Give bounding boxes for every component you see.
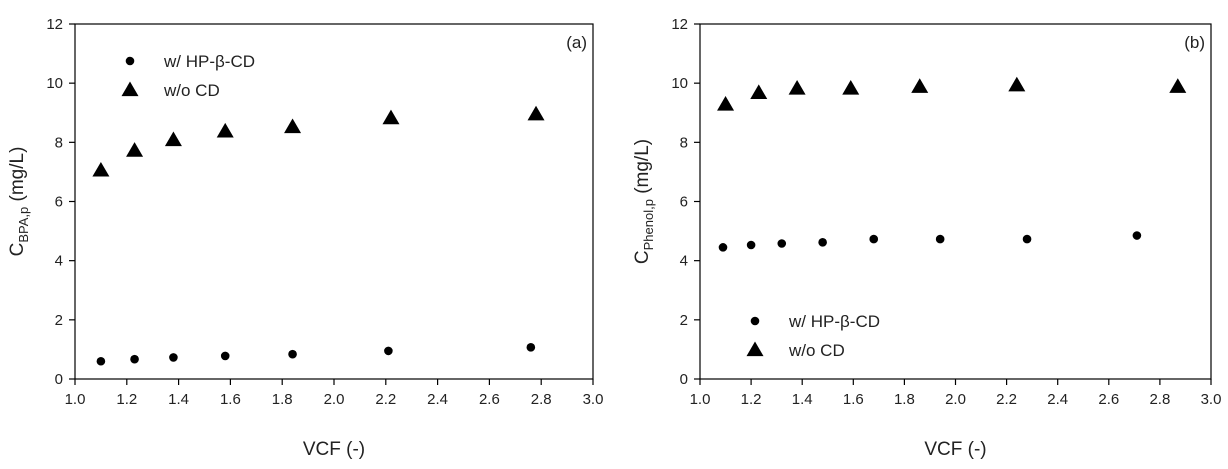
y-tick-label: 2 xyxy=(55,312,63,329)
y-axis-title: CBPA,p (mg/L) xyxy=(7,147,31,257)
series-without-cd xyxy=(92,105,545,177)
x-tick-label: 1.8 xyxy=(272,391,293,408)
legend-marker-circle xyxy=(750,316,760,326)
x-tick-label: 2.6 xyxy=(479,391,500,408)
data-point xyxy=(164,131,182,147)
y-tick-label: 0 xyxy=(680,371,688,388)
data-point xyxy=(746,240,756,250)
data-point xyxy=(1169,78,1187,93)
y-tick-label: 6 xyxy=(680,194,688,211)
y-tick-label: 10 xyxy=(46,75,63,92)
y-tick-label: 2 xyxy=(680,312,688,329)
series-with-cd xyxy=(718,231,1142,252)
data-point xyxy=(284,118,302,134)
y-tick-label: 12 xyxy=(46,16,63,33)
legend-marker-circle xyxy=(125,56,135,66)
x-tick-label: 2.6 xyxy=(1098,391,1119,408)
x-tick-label: 2.0 xyxy=(324,391,345,408)
legend-label: w/o CD xyxy=(163,81,220,100)
x-tick-label: 1.0 xyxy=(690,391,711,408)
data-point xyxy=(718,243,728,252)
data-point xyxy=(130,354,139,364)
x-tick-label: 1.0 xyxy=(65,391,86,408)
legend-marker-triangle xyxy=(746,341,764,357)
data-point xyxy=(750,84,768,100)
y-tick-label: 4 xyxy=(680,253,688,270)
x-tick-label: 2.4 xyxy=(1047,391,1068,408)
x-tick-label: 2.2 xyxy=(375,391,396,408)
data-point xyxy=(216,122,234,138)
x-axis-title: VCF (-) xyxy=(303,439,365,460)
data-point xyxy=(818,238,827,247)
data-point xyxy=(382,109,400,125)
data-point xyxy=(717,95,735,111)
x-tick-label: 2.2 xyxy=(996,391,1017,408)
x-tick-label: 1.6 xyxy=(220,391,241,408)
data-point xyxy=(288,349,297,359)
data-point xyxy=(788,79,806,95)
plot-frame xyxy=(74,23,594,380)
y-tick-label: 8 xyxy=(55,134,63,151)
data-point xyxy=(384,346,393,356)
y-tick-label: 12 xyxy=(671,16,688,33)
legend-label: w/ HP-β-CD xyxy=(788,312,880,331)
data-point xyxy=(869,234,879,244)
x-tick-label: 1.2 xyxy=(741,391,762,408)
x-tick-label: 2.4 xyxy=(427,391,448,408)
y-tick-label: 10 xyxy=(671,75,688,92)
x-tick-label: 1.8 xyxy=(894,391,915,408)
legend: w/ HP-β-CD w/o CD xyxy=(121,52,255,100)
y-axis-title: CPhenol,p (mg/L) xyxy=(632,139,656,264)
x-tick-label: 2.8 xyxy=(531,391,552,408)
x-axis-title: VCF (-) xyxy=(924,439,986,460)
data-point xyxy=(1132,231,1142,240)
data-point xyxy=(1008,76,1026,92)
data-point xyxy=(935,234,945,244)
data-point xyxy=(220,351,230,361)
x-tick-label: 3.0 xyxy=(583,391,604,408)
x-tick-label: 3.0 xyxy=(1201,391,1222,408)
series-without-cd xyxy=(717,76,1187,111)
panel-label: (a) xyxy=(566,33,587,52)
y-tick-label: 4 xyxy=(55,253,63,270)
plot-panel-b: 1.0 1.2 1.4 1.6 1.8 2.0 2.2 2.4 2.6 2.8 3.0 0 2 4 6 8 10… xyxy=(632,16,1221,460)
x-tick-label: 2.0 xyxy=(945,391,966,408)
legend: w/ HP-β-CD w/o CD xyxy=(746,312,880,360)
x-tick-label: 1.2 xyxy=(116,391,137,408)
x-tick-label: 2.8 xyxy=(1149,391,1170,408)
legend-label: w/ HP-β-CD xyxy=(163,52,255,71)
data-point xyxy=(527,105,545,121)
legend-label: w/o CD xyxy=(788,341,845,360)
data-point xyxy=(92,161,110,177)
data-point xyxy=(777,239,787,248)
data-point xyxy=(1022,234,1032,244)
y-tick-label: 6 xyxy=(55,194,63,211)
x-tick-label: 1.4 xyxy=(792,391,813,408)
legend-marker-triangle xyxy=(121,81,139,97)
data-point xyxy=(911,78,929,93)
panel-label: (b) xyxy=(1184,33,1205,52)
plot-frame xyxy=(699,23,1212,380)
data-point xyxy=(126,142,144,157)
data-point xyxy=(169,353,178,362)
y-tick-label: 8 xyxy=(680,134,688,151)
plot-panel-a: 1.0 1.2 1.4 1.6 1.8 2.0 2.2 2.4 2.6 2.8 3.0 0 2 4 6 8 10… xyxy=(7,16,603,460)
data-point xyxy=(842,79,860,95)
data-point xyxy=(96,356,106,366)
y-tick-label: 0 xyxy=(55,371,63,388)
data-point xyxy=(526,343,536,352)
x-tick-label: 1.6 xyxy=(843,391,864,408)
series-with-cd xyxy=(96,343,536,366)
x-tick-label: 1.4 xyxy=(168,391,189,408)
